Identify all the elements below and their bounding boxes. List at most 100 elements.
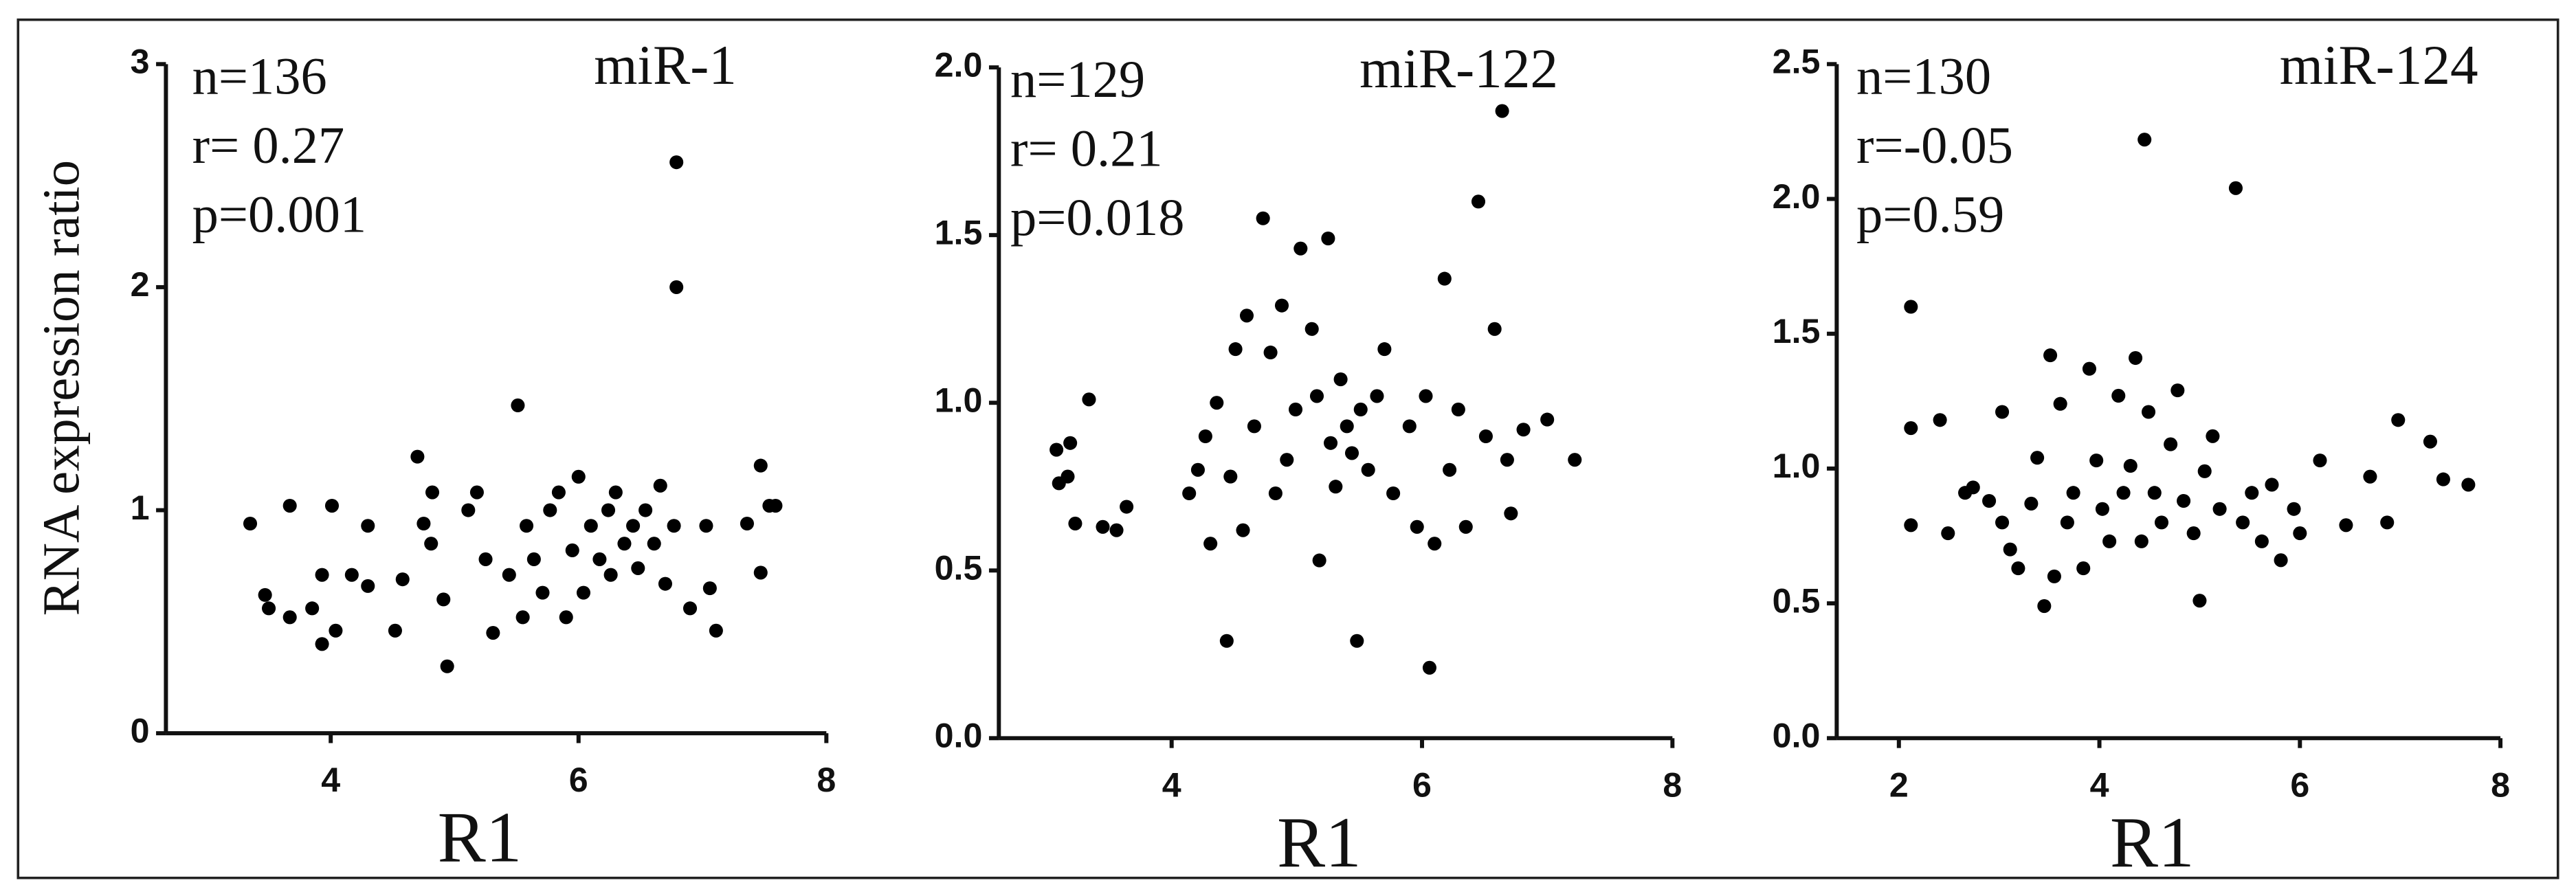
- chart-title: miR-122: [1359, 38, 1558, 100]
- point: [2461, 478, 2476, 492]
- x-axis-title: R1: [2110, 802, 2195, 882]
- point: [740, 516, 754, 531]
- point: [2024, 496, 2039, 511]
- point: [344, 568, 359, 582]
- point: [258, 587, 272, 602]
- point: [1219, 634, 1234, 648]
- point: [2293, 526, 2307, 541]
- point: [1182, 486, 1197, 501]
- point: [626, 519, 641, 533]
- point: [461, 503, 476, 517]
- y-tick-label: 3: [131, 43, 150, 81]
- y-tick-label: 2.5: [1773, 43, 1821, 81]
- point: [682, 601, 698, 616]
- y-tick-label: 2.0: [935, 45, 983, 84]
- point: [1198, 429, 1212, 444]
- point: [1402, 419, 1417, 434]
- point: [709, 623, 723, 638]
- point: [1239, 309, 1254, 323]
- annotation: r=-0.05: [1856, 116, 2013, 175]
- point: [2076, 561, 2091, 576]
- point: [2138, 133, 2152, 147]
- point: [2102, 534, 2117, 548]
- point: [2003, 542, 2017, 557]
- point: [608, 485, 623, 500]
- point: [565, 543, 579, 558]
- point: [699, 519, 713, 533]
- point: [551, 485, 566, 500]
- point: [315, 637, 329, 651]
- point: [2170, 383, 2185, 398]
- point: [603, 568, 618, 582]
- point: [2111, 388, 2126, 403]
- x-tick-label: 4: [321, 761, 340, 799]
- y-tick-label: 1.0: [1773, 447, 1821, 485]
- x-tick-label: 6: [2290, 765, 2309, 804]
- point: [1340, 419, 1354, 434]
- point: [515, 610, 530, 625]
- chart-title: miR-124: [2280, 34, 2478, 96]
- annotation: p=0.018: [1010, 188, 1184, 247]
- point: [753, 458, 768, 473]
- point: [1982, 493, 1997, 508]
- point: [1487, 322, 1502, 336]
- point: [243, 516, 258, 531]
- x-tick-label: 2: [1889, 765, 1909, 804]
- annotation: r= 0.21: [1010, 120, 1163, 178]
- point: [469, 485, 484, 500]
- x-tick-label: 6: [569, 761, 588, 799]
- point: [425, 485, 440, 500]
- point: [669, 280, 684, 294]
- point: [669, 155, 684, 170]
- point: [1274, 298, 1289, 313]
- point: [2192, 594, 2207, 608]
- point: [1280, 453, 1294, 467]
- point: [1321, 231, 1335, 246]
- point: [753, 565, 768, 580]
- x-axis-title: R1: [1277, 802, 1362, 882]
- point: [1504, 506, 1518, 521]
- point: [631, 561, 645, 575]
- point: [440, 659, 454, 673]
- point: [417, 516, 431, 531]
- point: [2339, 518, 2353, 533]
- point: [2197, 464, 2212, 478]
- point: [2129, 350, 2143, 366]
- point: [511, 398, 525, 413]
- point: [535, 585, 550, 600]
- point: [2380, 515, 2395, 530]
- point: [361, 579, 375, 593]
- point: [1904, 421, 1918, 436]
- point: [1293, 241, 1308, 256]
- point: [1063, 436, 1078, 450]
- point: [2141, 405, 2156, 419]
- point: [2047, 569, 2061, 583]
- point: [2082, 361, 2097, 376]
- point: [2060, 515, 2074, 530]
- point: [1568, 453, 1582, 467]
- y-tick-label: 1.5: [935, 213, 983, 251]
- point: [526, 552, 541, 566]
- point: [1353, 402, 1368, 417]
- point: [1471, 194, 1486, 209]
- point: [2147, 486, 2162, 500]
- point: [1410, 519, 1424, 534]
- point: [305, 601, 320, 616]
- point: [1361, 462, 1375, 477]
- annotation: n=129: [1010, 50, 1145, 109]
- point: [1268, 486, 1283, 501]
- point: [1304, 322, 1319, 336]
- point: [2053, 396, 2067, 411]
- y-tick-label: 1: [131, 489, 150, 527]
- point: [1312, 553, 1326, 568]
- point: [1540, 412, 1555, 427]
- point: [2043, 348, 2058, 363]
- y-tick-label: 0.5: [1773, 581, 1821, 620]
- point: [324, 498, 340, 513]
- point: [1437, 271, 1452, 286]
- point: [2228, 181, 2243, 195]
- point: [2287, 502, 2301, 516]
- y-tick-label: 0: [131, 711, 150, 750]
- y-tick-label: 2.0: [1773, 177, 1821, 216]
